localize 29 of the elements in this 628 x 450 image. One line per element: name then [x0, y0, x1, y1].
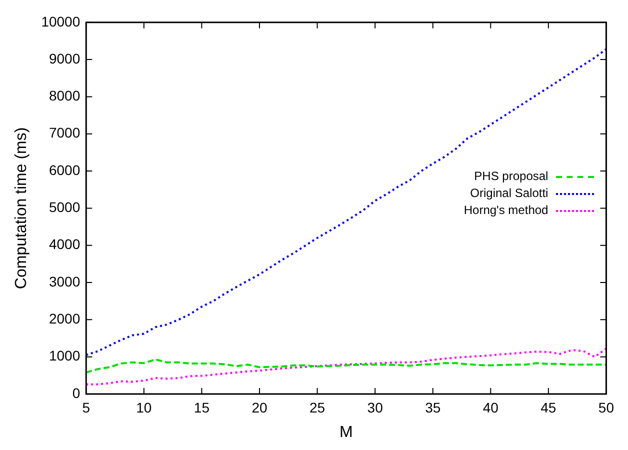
x-tick-label: 30 [367, 399, 384, 416]
x-axis-title: M [340, 424, 353, 441]
x-tick-label: 45 [540, 399, 556, 416]
y-tick-label: 5000 [48, 199, 80, 216]
x-tick-label: 40 [482, 399, 499, 416]
x-tick-label: 50 [598, 399, 614, 416]
line-series [86, 348, 606, 386]
x-tick-label: 10 [136, 399, 152, 416]
line-series [86, 48, 606, 356]
y-tick-label: 1000 [48, 348, 80, 364]
y-tick-label: 9000 [48, 50, 80, 66]
x-tick-label: 20 [252, 399, 268, 416]
x-tick-label: 25 [309, 399, 326, 416]
y-tick-label: 6000 [48, 162, 80, 178]
y-tick-label: 3000 [48, 273, 80, 290]
line-series [86, 358, 606, 374]
legend-label: Horng's method [464, 202, 548, 220]
legend-label: Original Salotti [470, 185, 548, 202]
y-tick-label: 0 [72, 384, 80, 401]
y-tick-label: 4000 [48, 236, 80, 252]
y-tick-label: 7000 [48, 124, 80, 141]
legend-label: PHS proposal [474, 168, 548, 186]
y-tick-label: 10000 [41, 13, 80, 30]
x-tick-label: 35 [425, 399, 441, 416]
x-tick-label: 15 [194, 399, 210, 416]
y-axis-title: Computation time (ms) [13, 127, 30, 290]
x-tick-label: 5 [82, 399, 90, 416]
y-tick-label: 8000 [48, 88, 80, 104]
y-tick-label: 2000 [48, 310, 80, 327]
